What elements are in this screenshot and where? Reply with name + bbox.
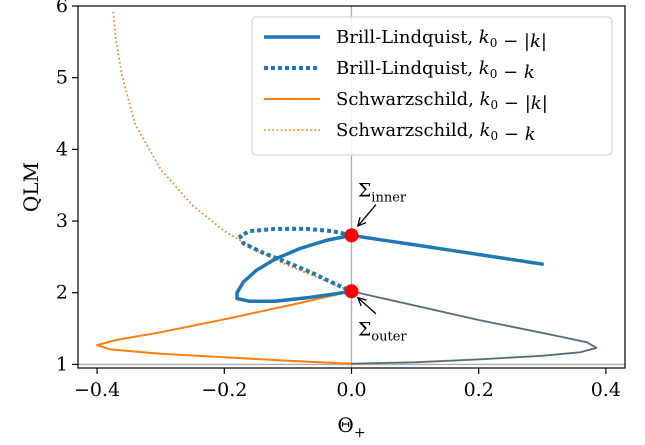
series-line-schwarzschild-abs (96, 290, 598, 365)
surface-marker (344, 228, 359, 243)
y-tick-label: 6 (56, 0, 68, 17)
x-axis-label: Θ+ (337, 413, 365, 441)
series-line-brill-lindquist-loop (235, 233, 354, 304)
axis-ticks: −0.4 −0.2 0.0 0.2 0.4 1 2 3 4 5 6 (56, 0, 621, 401)
x-tick-label: 0.0 (336, 379, 366, 401)
series-line-schwarzschild-signed (112, 9, 352, 293)
x-tick-label: 0.4 (591, 379, 621, 401)
surface-marker (344, 284, 359, 299)
y-tick-label: 4 (56, 138, 68, 160)
x-tick-label: −0.2 (201, 379, 247, 401)
legend-box (251, 16, 613, 156)
y-tick-label: 1 (56, 353, 68, 375)
y-tick-label: 2 (56, 282, 68, 304)
legend-entry: Brill-Lindquist, k0 − k (336, 58, 535, 83)
annotation-label-outer: Σouter (358, 319, 408, 345)
annotation-arrowhead-inner (356, 217, 367, 228)
legend-entry: Brill-Lindquist, k0 − |k| (336, 27, 547, 52)
legend: Brill-Lindquist, k0 − |k| Brill-Lindquist… (251, 16, 613, 156)
axis-labels: Θ+ QLM (19, 162, 366, 441)
series-line-brill-lindquist-abs (349, 233, 545, 266)
annotation-arrowhead-outer (356, 296, 367, 307)
annotation-label-inner: Σinner (358, 180, 407, 206)
annotation-arrow-inner (357, 204, 377, 227)
x-tick-label: −0.4 (74, 379, 120, 401)
y-tick-label: 5 (56, 67, 68, 89)
legend-entry: Schwarzschild, k0 − k (336, 120, 536, 145)
plot-curves (96, 9, 598, 365)
y-axis-label: QLM (19, 162, 43, 212)
legend-entry: Schwarzschild, k0 − |k| (336, 89, 548, 114)
surface-markers (344, 228, 359, 299)
y-tick-label: 3 (56, 210, 68, 232)
x-tick-label: 0.2 (464, 379, 494, 401)
surface-annotations: Σinner Σouter (356, 180, 408, 345)
annotation-arrow-outer (357, 297, 377, 315)
series-line-brill-lindquist-lower-branch (350, 290, 598, 365)
